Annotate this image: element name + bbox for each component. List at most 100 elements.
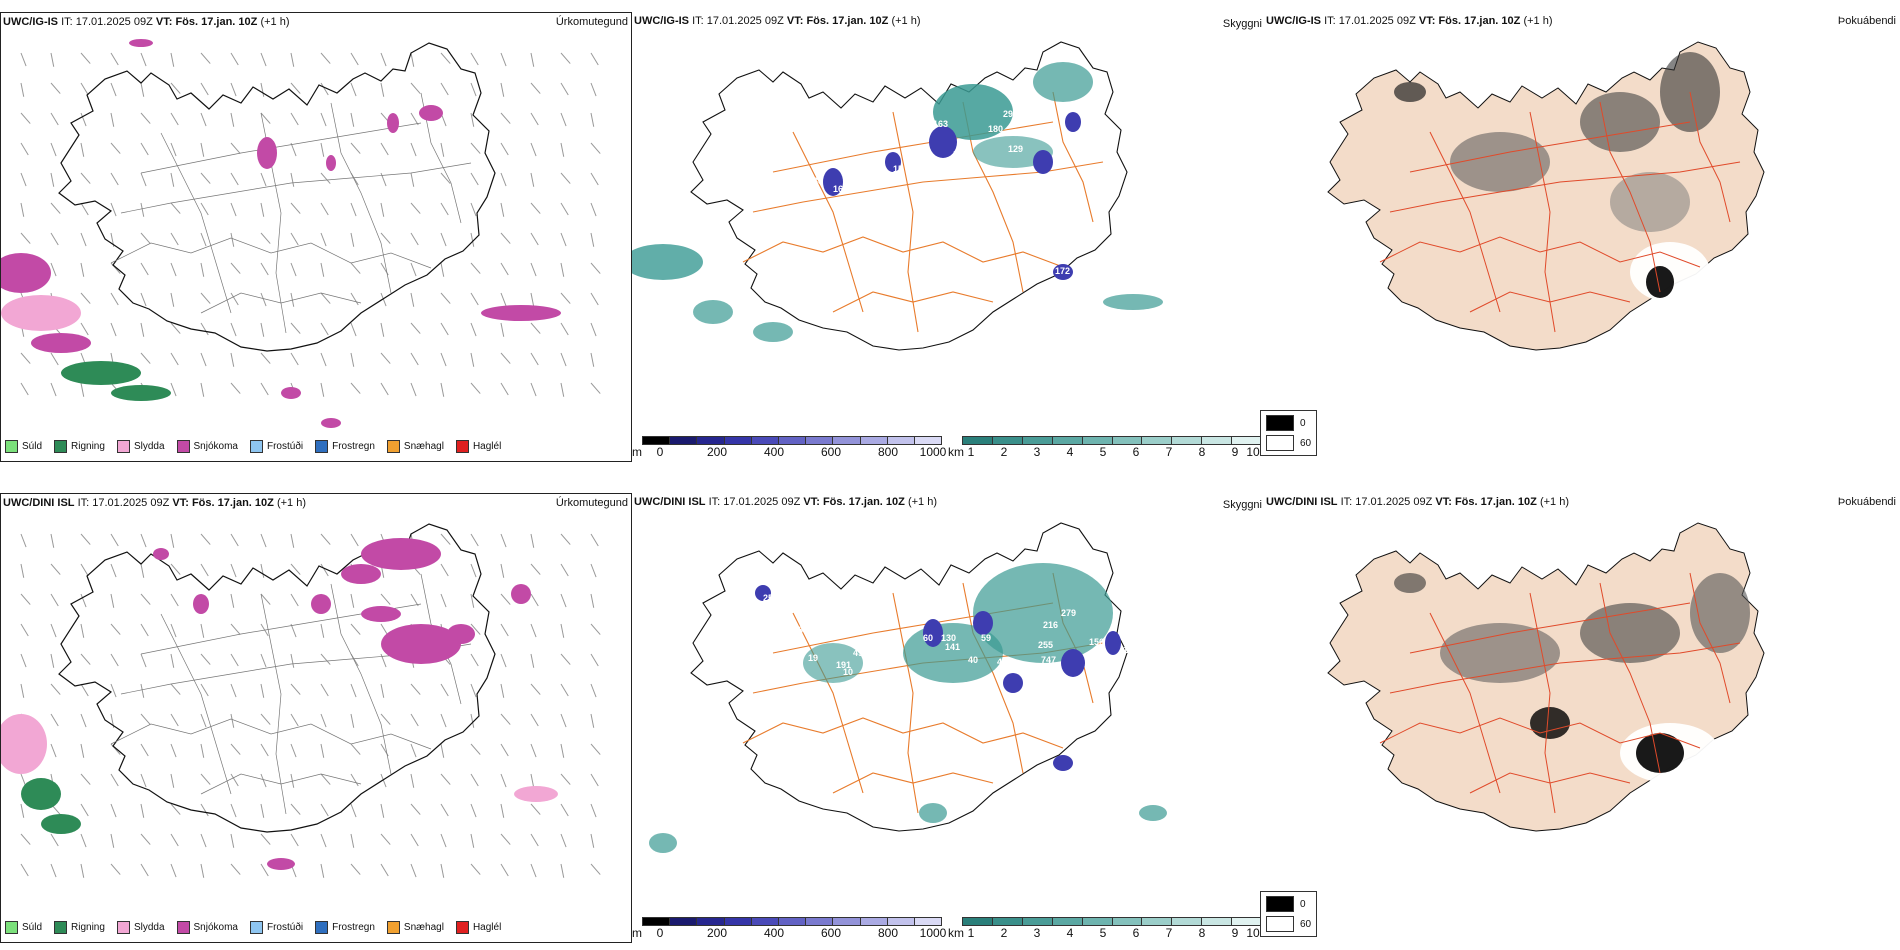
wind-barb xyxy=(170,142,177,157)
legend-label: Súld xyxy=(22,922,43,933)
wind-barb xyxy=(170,713,179,727)
legend-item: Frostregn xyxy=(315,921,375,934)
visibility-value-label: 47 xyxy=(997,657,1007,667)
wind-barb xyxy=(140,773,147,788)
wind-barb xyxy=(560,322,569,336)
wind-barb xyxy=(170,653,175,668)
cloud-panel-bottom: UWC/DINI ISL IT: 17.01.2025 09Z VT: Fös.… xyxy=(1260,493,1900,943)
bar-tick-label: 7 xyxy=(1165,926,1173,940)
wind-barb xyxy=(470,743,481,755)
legend-item: Snæhagl xyxy=(386,921,444,934)
panel-title: UWC/IG-IS IT: 17.01.2025 09Z VT: Fös. 17… xyxy=(634,15,921,27)
wind-barb xyxy=(50,232,59,246)
wind-barb xyxy=(110,292,119,306)
precip-area xyxy=(1105,631,1121,655)
wind-barb xyxy=(110,202,117,217)
wind-barb xyxy=(500,833,511,845)
legend-swatch xyxy=(54,921,68,934)
wind-barb xyxy=(290,533,295,548)
wind-barb xyxy=(470,322,477,337)
wind-barb xyxy=(560,172,571,184)
wind-barb xyxy=(470,202,477,217)
bar-color-step xyxy=(833,437,861,444)
wind-barb xyxy=(410,803,421,815)
wind-barb xyxy=(590,773,599,787)
wind-barb xyxy=(290,52,295,67)
wind-barb xyxy=(80,202,89,216)
visibility-value-label: 156 xyxy=(1089,637,1104,647)
wind-barb xyxy=(410,202,421,214)
wind-barb xyxy=(80,773,91,785)
legend-swatch xyxy=(315,921,329,934)
bar-color-step xyxy=(1052,918,1083,925)
cloud-legend-label: 60 xyxy=(1300,437,1312,449)
wind-barb xyxy=(230,743,241,755)
bar-color-step xyxy=(1112,918,1143,925)
wind-barb xyxy=(320,82,329,96)
wind-barb xyxy=(470,593,475,608)
legend-label: Snæhagl xyxy=(403,922,444,933)
wind-barb xyxy=(440,82,449,96)
wind-barb xyxy=(140,352,151,364)
wind-barb xyxy=(230,382,241,394)
road-line xyxy=(792,612,864,794)
bar-tick-label: 400 xyxy=(763,926,785,940)
wind-barb xyxy=(230,533,239,547)
bar-color-step xyxy=(1172,918,1203,925)
road-line xyxy=(892,592,919,814)
legend-item: Frostúði xyxy=(249,440,303,453)
wind-barb xyxy=(530,262,537,277)
precip-area xyxy=(361,538,441,570)
precip-area xyxy=(321,418,341,428)
wind-barb xyxy=(380,773,387,788)
road-line xyxy=(110,718,432,750)
legend-swatch xyxy=(176,440,190,453)
visibility-value-label: 172 xyxy=(1055,266,1070,276)
bar-tick-label: 4 xyxy=(1066,445,1074,459)
panel-title: UWC/IG-IS IT: 17.01.2025 09Z VT: Fös. 17… xyxy=(3,16,290,28)
wind-barb xyxy=(440,683,449,697)
wind-barb xyxy=(260,262,269,276)
visibility-value-label: 40 xyxy=(968,655,978,665)
wind-barb xyxy=(260,232,271,244)
wind-barb xyxy=(350,232,355,247)
bar-swatches xyxy=(642,917,942,926)
wind-barb xyxy=(560,382,565,397)
wind-barb xyxy=(260,653,267,668)
wind-barb xyxy=(80,322,89,336)
wind-barb xyxy=(260,292,267,307)
wind-barb xyxy=(440,533,451,545)
wind-barb xyxy=(500,172,507,187)
wind-barb xyxy=(170,563,181,575)
wind-barb xyxy=(50,533,55,548)
wind-barb xyxy=(500,803,505,818)
wind-barb xyxy=(110,593,115,608)
fog-area xyxy=(1646,266,1674,298)
wind-barb xyxy=(530,232,539,246)
visibility-value-label: 593 xyxy=(1113,583,1128,593)
wind-barb xyxy=(350,82,357,97)
precip-area xyxy=(511,584,531,604)
legend-label: Slydda xyxy=(133,922,165,933)
legend-item: Snjókoma xyxy=(176,921,238,934)
wind-barb xyxy=(500,382,509,396)
visibility-value-label: 141 xyxy=(945,642,960,652)
visibility-value-label: 16 xyxy=(833,184,843,194)
wind-barb xyxy=(590,352,595,367)
wind-barb xyxy=(170,863,177,878)
wind-barb xyxy=(590,232,595,247)
wind-barb xyxy=(530,683,541,695)
wind-barb xyxy=(410,773,415,788)
wind-barb xyxy=(230,773,239,787)
wind-barb xyxy=(470,262,481,274)
wind-barb xyxy=(200,142,205,157)
legend-label: Frostúði xyxy=(266,922,304,933)
wind-barb xyxy=(380,713,391,725)
wind-barb xyxy=(320,112,327,127)
bar-color-step xyxy=(992,918,1023,925)
bar-tick-label: 0 xyxy=(656,926,664,940)
wind-barb xyxy=(530,112,539,126)
bar-unit: km xyxy=(948,926,964,940)
wind-barb xyxy=(110,833,115,848)
